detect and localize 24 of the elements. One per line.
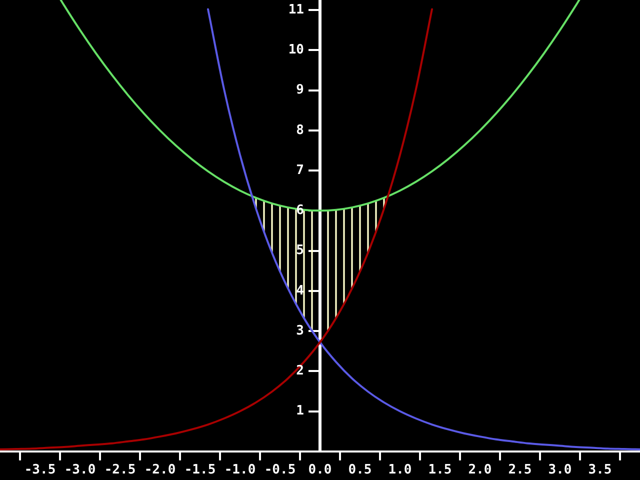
- x-tick-label: -0.5: [264, 462, 296, 478]
- x-tick-label: 1.5: [428, 462, 452, 478]
- x-tick-label: -2.5: [104, 462, 136, 478]
- x-tick-label: -1.5: [184, 462, 216, 478]
- y-tick-label: 9: [296, 82, 304, 98]
- x-tick-label: 2.0: [468, 462, 492, 478]
- x-tick-label: -2.0: [144, 462, 176, 478]
- x-tick-label: 2.5: [508, 462, 532, 478]
- x-tick-label: 1.0: [388, 462, 412, 478]
- x-tick-label: 3.0: [548, 462, 572, 478]
- x-tick-label: 0.0: [308, 462, 332, 478]
- x-tick-label: -1.0: [224, 462, 256, 478]
- y-tick-label: 1: [296, 404, 304, 419]
- y-tick-label: 10: [288, 42, 304, 58]
- x-tick-label: 3.5: [588, 462, 612, 478]
- y-tick-label: 11: [288, 2, 304, 18]
- y-tick-label: 7: [296, 162, 304, 178]
- y-tick-label: 3: [296, 323, 304, 338]
- y-tick-label: 2: [296, 364, 304, 379]
- x-tick-label: 0.5: [348, 462, 372, 478]
- x-tick-label: -3.5: [24, 462, 56, 478]
- y-tick-label: 5: [296, 243, 304, 258]
- y-tick-label: 8: [296, 122, 304, 138]
- x-tick-label: -3.0: [64, 462, 96, 478]
